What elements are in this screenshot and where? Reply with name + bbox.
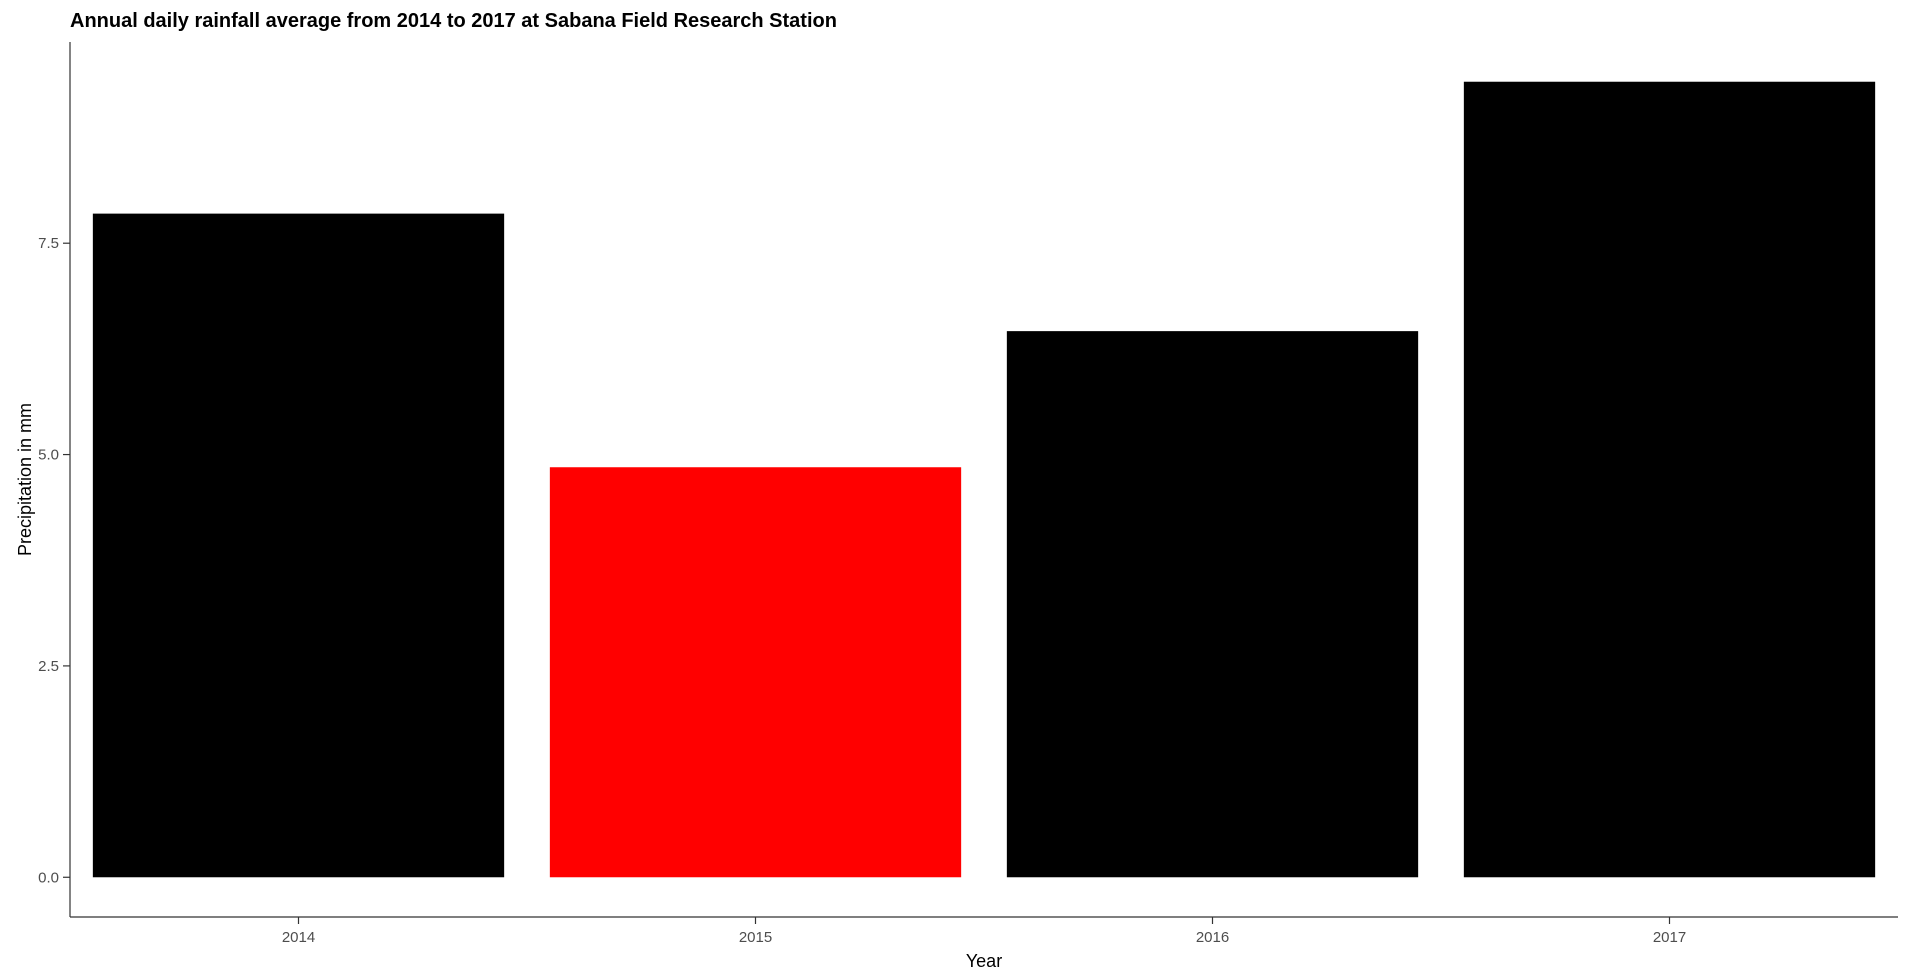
y-tick-label: 5.0 [38, 447, 59, 464]
y-axis-title: Precipitation in mm [15, 403, 35, 556]
y-tick-label: 2.5 [38, 658, 59, 675]
bars [92, 81, 1876, 878]
bar-2014 [92, 213, 505, 878]
x-tick-label: 2014 [282, 929, 315, 946]
y-tick-label: 7.5 [38, 235, 59, 252]
axis-labels: 2014 2015 2016 2017 0.0 2.5 5.0 7.5 Year Precipit… [15, 235, 1686, 971]
x-tick-label: 2015 [739, 929, 772, 946]
y-tick-label: 0.0 [38, 869, 59, 886]
x-tick-label: 2016 [1196, 929, 1229, 946]
bar-2017 [1463, 81, 1876, 878]
bar-2015 [549, 467, 962, 878]
chart-title: Annual daily rainfall average from 2014 … [70, 10, 837, 32]
x-tick-label: 2017 [1653, 929, 1686, 946]
x-axis-title: Year [966, 951, 1002, 971]
axes [63, 42, 1898, 924]
bar-2016 [1006, 331, 1419, 878]
